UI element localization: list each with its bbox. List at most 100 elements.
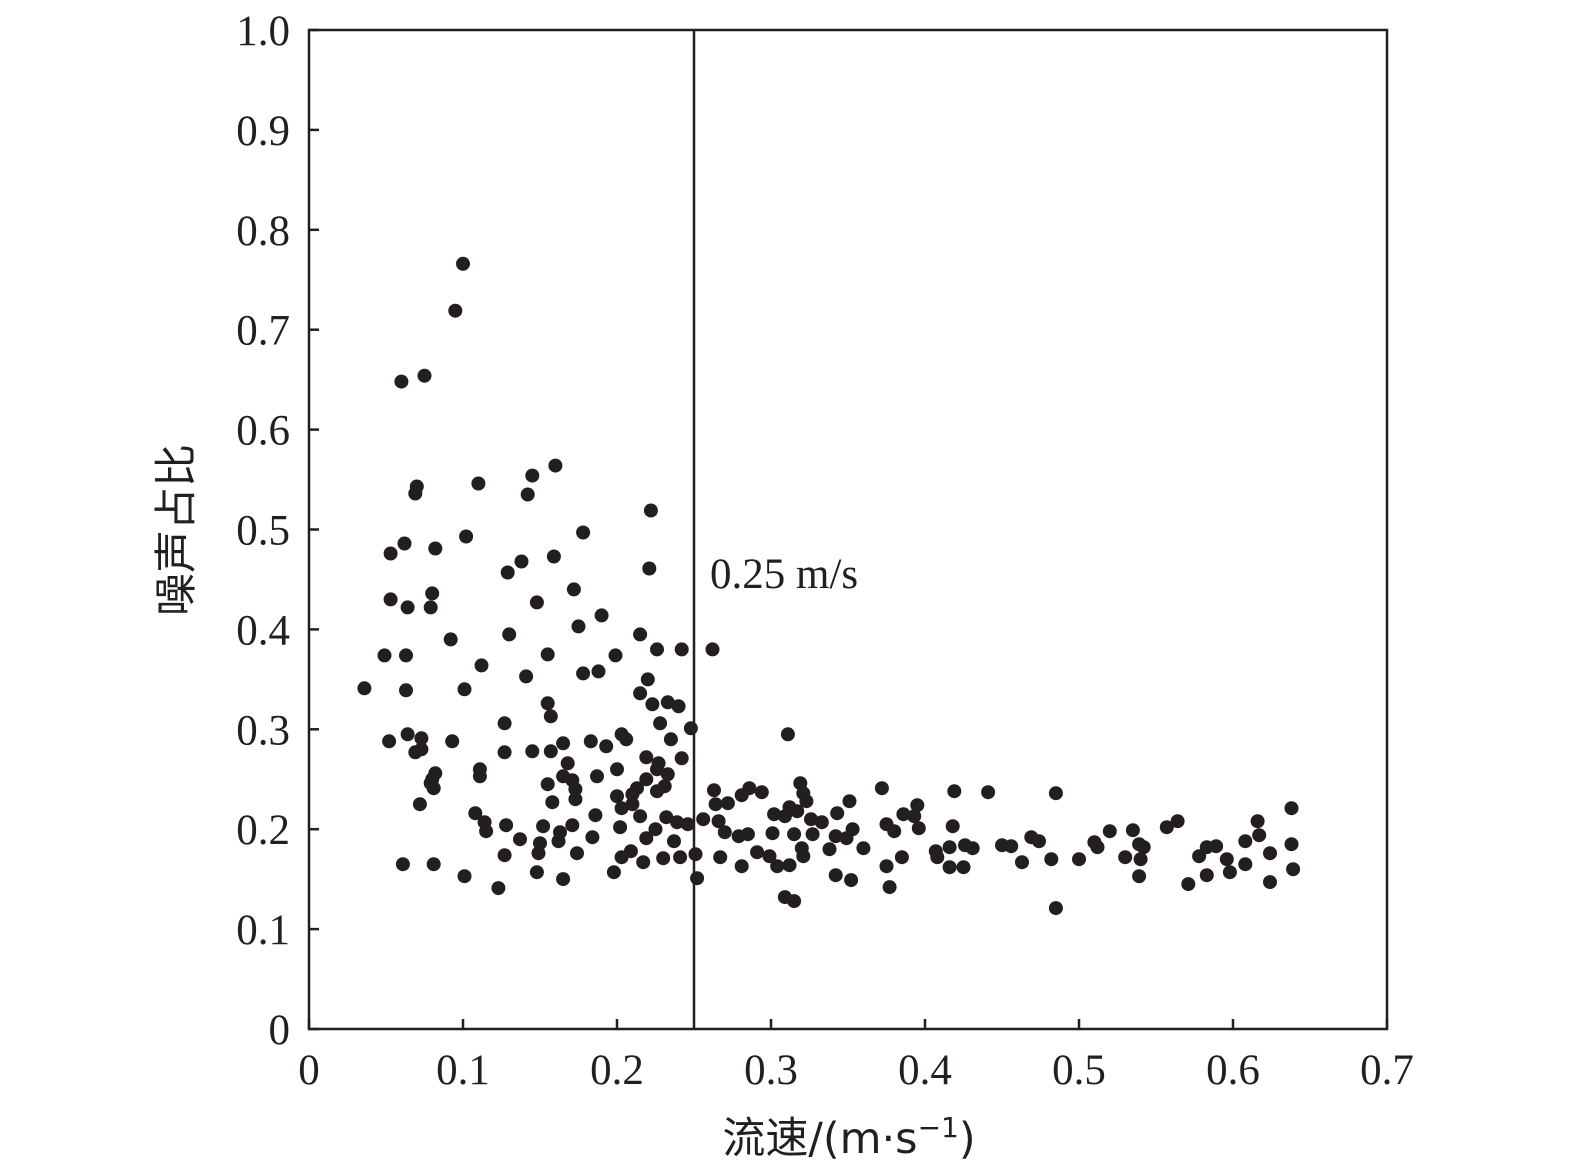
- data-point: [1159, 820, 1174, 835]
- data-point: [459, 529, 474, 544]
- data-point: [520, 487, 535, 502]
- data-point: [445, 734, 460, 749]
- x-axis-ticks: 0 0.1 0.2 0.3 0.4 0.5 0.6 0.7: [298, 1019, 1414, 1094]
- data-point: [426, 857, 441, 872]
- data-point: [357, 681, 372, 696]
- data-point: [1132, 837, 1147, 852]
- data-point: [540, 777, 555, 792]
- data-point: [594, 608, 609, 623]
- data-point: [643, 503, 658, 518]
- data-point: [428, 541, 443, 556]
- data-point: [625, 797, 640, 812]
- x-tick-label: 0.6: [1206, 1047, 1260, 1094]
- data-point: [474, 658, 489, 673]
- data-point: [1004, 839, 1019, 854]
- data-point: [497, 716, 512, 731]
- x-axis-title-close: ): [959, 1114, 976, 1164]
- data-point: [491, 881, 506, 896]
- data-point: [660, 695, 675, 710]
- x-tick-label: 0.2: [590, 1047, 644, 1094]
- data-point: [754, 785, 769, 800]
- x-tick-label: 0: [298, 1047, 320, 1094]
- data-point: [591, 664, 606, 679]
- data-point: [468, 806, 483, 821]
- y-tick-label: 0.1: [236, 907, 290, 954]
- data-point: [426, 781, 441, 796]
- data-point: [842, 794, 857, 809]
- data-point: [690, 871, 705, 886]
- reference-line-label: 0.25 m/s: [710, 551, 858, 598]
- data-point: [525, 468, 540, 483]
- data-point: [599, 739, 614, 754]
- x-tick-label: 0.5: [1052, 1047, 1106, 1094]
- data-point: [531, 846, 546, 861]
- x-axis-title: 流速/(m·s−1): [722, 1111, 975, 1164]
- data-point: [688, 847, 703, 862]
- data-point: [930, 850, 945, 865]
- y-tick-label: 0.3: [236, 707, 290, 754]
- data-point: [543, 744, 558, 759]
- data-point: [540, 647, 555, 662]
- data-point: [740, 827, 755, 842]
- data-point: [1118, 850, 1133, 865]
- data-point: [673, 850, 688, 865]
- data-point: [1181, 877, 1196, 892]
- data-point: [911, 821, 926, 836]
- data-point: [556, 736, 571, 751]
- data-point: [456, 256, 470, 271]
- data-point: [570, 846, 584, 861]
- data-point: [696, 812, 711, 827]
- data-point: [639, 831, 654, 846]
- y-tick-label: 0.9: [236, 108, 290, 155]
- data-point: [546, 549, 561, 564]
- data-point: [565, 773, 580, 788]
- data-point: [625, 787, 640, 802]
- data-point: [1132, 869, 1147, 884]
- data-point: [414, 731, 429, 746]
- y-tick-label: 1.0: [236, 8, 290, 55]
- data-point: [656, 851, 671, 866]
- data-point: [633, 627, 648, 642]
- data-point: [660, 767, 675, 782]
- data-point: [408, 745, 423, 760]
- data-point: [650, 784, 664, 799]
- data-point: [1284, 837, 1299, 852]
- data-point: [879, 859, 894, 874]
- data-point: [1102, 824, 1117, 839]
- x-tick-label: 0.4: [898, 1047, 952, 1094]
- data-point: [787, 827, 802, 842]
- data-point: [956, 860, 971, 875]
- data-point: [619, 732, 634, 747]
- y-axis-title: 噪声占比: [152, 444, 202, 616]
- data-point: [556, 872, 571, 887]
- data-points: [357, 256, 1301, 916]
- data-point: [1192, 849, 1207, 864]
- data-point: [400, 727, 415, 742]
- data-point: [674, 751, 689, 766]
- data-point: [750, 845, 765, 860]
- data-point: [408, 486, 423, 501]
- data-point: [828, 829, 843, 844]
- data-point: [560, 756, 575, 771]
- data-point: [1219, 852, 1234, 867]
- data-point: [536, 819, 551, 834]
- data-point: [965, 841, 980, 856]
- data-point: [576, 666, 591, 681]
- y-tick-label: 0.7: [236, 308, 290, 355]
- data-point: [762, 849, 777, 864]
- data-point: [1072, 852, 1086, 867]
- data-point: [543, 709, 558, 724]
- data-point: [907, 809, 922, 824]
- data-point: [640, 672, 655, 687]
- x-axis-title-main: 流速/(m·s: [722, 1114, 917, 1164]
- data-point: [830, 806, 845, 821]
- data-point: [639, 772, 654, 787]
- data-point: [540, 696, 555, 711]
- data-point: [397, 536, 412, 551]
- data-point: [822, 842, 837, 857]
- data-point: [639, 750, 654, 765]
- data-point: [497, 745, 512, 760]
- data-point: [787, 894, 802, 909]
- data-point: [502, 627, 517, 642]
